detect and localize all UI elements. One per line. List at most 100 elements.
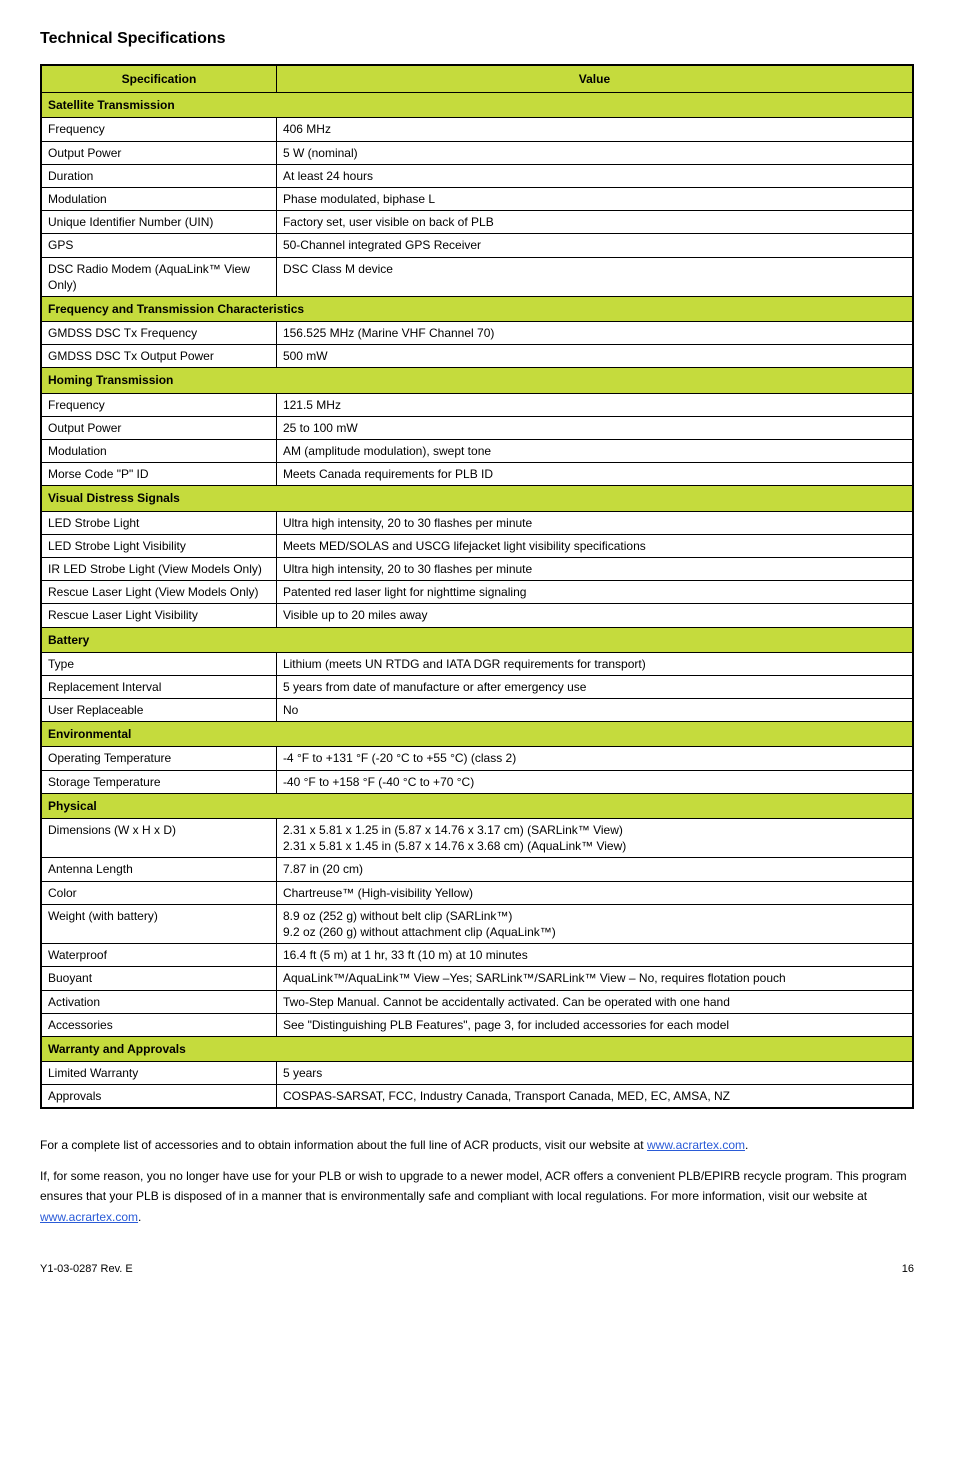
table-row: Frequency406 MHz	[41, 118, 913, 141]
cell-label: GMDSS DSC Tx Output Power	[41, 345, 276, 368]
cell-label: IR LED Strobe Light (View Models Only)	[41, 557, 276, 580]
footer-p1b: .	[745, 1138, 748, 1152]
header-spec: Specification	[41, 65, 276, 93]
cell-label: LED Strobe Light	[41, 511, 276, 534]
cell-label: Output Power	[41, 416, 276, 439]
cell-value: 8.9 oz (252 g) without belt clip (SARLin…	[276, 904, 913, 943]
cell-value: -4 °F to +131 °F (-20 °C to +55 °C) (cla…	[276, 747, 913, 770]
spec-table: Specification Value Satellite Transmissi…	[40, 64, 914, 1109]
cell-label: Dimensions (W x H x D)	[41, 819, 276, 858]
footer-link-1[interactable]: www.acrartex.com	[647, 1138, 745, 1152]
cell-label: User Replaceable	[41, 699, 276, 722]
footer-text: For a complete list of accessories and t…	[40, 1135, 914, 1227]
table-header: Specification Value	[41, 65, 913, 93]
cell-value: 406 MHz	[276, 118, 913, 141]
cell-label: DSC Radio Modem (AquaLink™ View Only)	[41, 257, 276, 296]
cell-value: Patented red laser light for nighttime s…	[276, 581, 913, 604]
page-title: Technical Specifications	[40, 30, 914, 48]
section-satellite: Satellite Transmission	[41, 93, 913, 118]
cell-value: 5 years	[276, 1062, 913, 1085]
cell-value: Visible up to 20 miles away	[276, 604, 913, 627]
section-physical: Physical	[41, 793, 913, 818]
table-row: ApprovalsCOSPAS-SARSAT, FCC, Industry Ca…	[41, 1085, 913, 1109]
table-row: ModulationAM (amplitude modulation), swe…	[41, 440, 913, 463]
section-env: Environmental	[41, 722, 913, 747]
cell-label: Modulation	[41, 187, 276, 210]
table-row: AccessoriesSee "Distinguishing PLB Featu…	[41, 1013, 913, 1036]
table-row: ModulationPhase modulated, biphase L	[41, 187, 913, 210]
cell-label: Type	[41, 652, 276, 675]
cell-value: 121.5 MHz	[276, 393, 913, 416]
table-row: Output Power25 to 100 mW	[41, 416, 913, 439]
table-row: TypeLithium (meets UN RTDG and IATA DGR …	[41, 652, 913, 675]
cell-label: Activation	[41, 990, 276, 1013]
section-freq: Frequency and Transmission Characteristi…	[41, 296, 913, 321]
footer-p1a: For a complete list of accessories and t…	[40, 1138, 647, 1152]
cell-label: Morse Code "P" ID	[41, 463, 276, 486]
cell-value: Meets MED/SOLAS and USCG lifejacket ligh…	[276, 534, 913, 557]
table-row: Frequency121.5 MHz	[41, 393, 913, 416]
cell-label: Storage Temperature	[41, 770, 276, 793]
table-row: Rescue Laser Light VisibilityVisible up …	[41, 604, 913, 627]
header-value: Value	[276, 65, 913, 93]
cell-label: Rescue Laser Light (View Models Only)	[41, 581, 276, 604]
table-row: Dimensions (W x H x D)2.31 x 5.81 x 1.25…	[41, 819, 913, 858]
table-row: Morse Code "P" IDMeets Canada requiremen…	[41, 463, 913, 486]
table-row: GPS50-Channel integrated GPS Receiver	[41, 234, 913, 257]
cell-value: COSPAS-SARSAT, FCC, Industry Canada, Tra…	[276, 1085, 913, 1109]
cell-value: 16.4 ft (5 m) at 1 hr, 33 ft (10 m) at 1…	[276, 944, 913, 967]
cell-value: See "Distinguishing PLB Features", page …	[276, 1013, 913, 1036]
table-row: IR LED Strobe Light (View Models Only)Ul…	[41, 557, 913, 580]
page-footer: Y1-03-0287 Rev. E 16	[40, 1263, 914, 1275]
cell-value: At least 24 hours	[276, 164, 913, 187]
cell-value: AM (amplitude modulation), swept tone	[276, 440, 913, 463]
cell-label: Rescue Laser Light Visibility	[41, 604, 276, 627]
table-row: User ReplaceableNo	[41, 699, 913, 722]
cell-value: 156.525 MHz (Marine VHF Channel 70)	[276, 322, 913, 345]
table-row: Waterproof16.4 ft (5 m) at 1 hr, 33 ft (…	[41, 944, 913, 967]
table-row: LED Strobe Light VisibilityMeets MED/SOL…	[41, 534, 913, 557]
cell-label: Output Power	[41, 141, 276, 164]
cell-label: Unique Identifier Number (UIN)	[41, 211, 276, 234]
cell-label: Approvals	[41, 1085, 276, 1109]
cell-value: Meets Canada requirements for PLB ID	[276, 463, 913, 486]
cell-label: GMDSS DSC Tx Frequency	[41, 322, 276, 345]
cell-value: 50-Channel integrated GPS Receiver	[276, 234, 913, 257]
section-battery: Battery	[41, 627, 913, 652]
cell-label: Waterproof	[41, 944, 276, 967]
cell-value: 7.87 in (20 cm)	[276, 858, 913, 881]
cell-value: Lithium (meets UN RTDG and IATA DGR requ…	[276, 652, 913, 675]
cell-label: Frequency	[41, 118, 276, 141]
table-row: Output Power5 W (nominal)	[41, 141, 913, 164]
cell-value: Ultra high intensity, 20 to 30 flashes p…	[276, 557, 913, 580]
table-row: DSC Radio Modem (AquaLink™ View Only)DSC…	[41, 257, 913, 296]
table-row: Replacement Interval5 years from date of…	[41, 675, 913, 698]
cell-label: Modulation	[41, 440, 276, 463]
cell-value: Chartreuse™ (High-visibility Yellow)	[276, 881, 913, 904]
cell-value: 500 mW	[276, 345, 913, 368]
section-warranty: Warranty and Approvals	[41, 1036, 913, 1061]
footer-link-2[interactable]: www.acrartex.com	[40, 1210, 138, 1224]
section-homing: Homing Transmission	[41, 368, 913, 393]
table-row: BuoyantAquaLink™/AquaLink™ View –Yes; SA…	[41, 967, 913, 990]
table-row: Storage Temperature-40 °F to +158 °F (-4…	[41, 770, 913, 793]
cell-value: Factory set, user visible on back of PLB	[276, 211, 913, 234]
doc-revision: Y1-03-0287 Rev. E	[40, 1263, 133, 1275]
table-row: ColorChartreuse™ (High-visibility Yellow…	[41, 881, 913, 904]
table-row: GMDSS DSC Tx Output Power500 mW	[41, 345, 913, 368]
cell-value: No	[276, 699, 913, 722]
cell-value: -40 °F to +158 °F (-40 °C to +70 °C)	[276, 770, 913, 793]
table-row: Antenna Length7.87 in (20 cm)	[41, 858, 913, 881]
cell-label: Operating Temperature	[41, 747, 276, 770]
cell-value: 5 years from date of manufacture or afte…	[276, 675, 913, 698]
cell-value: 25 to 100 mW	[276, 416, 913, 439]
cell-label: Buoyant	[41, 967, 276, 990]
footer-p2b: .	[138, 1210, 141, 1224]
cell-label: Limited Warranty	[41, 1062, 276, 1085]
cell-label: Duration	[41, 164, 276, 187]
cell-label: Weight (with battery)	[41, 904, 276, 943]
section-visual: Visual Distress Signals	[41, 486, 913, 511]
table-row: LED Strobe LightUltra high intensity, 20…	[41, 511, 913, 534]
cell-value: 5 W (nominal)	[276, 141, 913, 164]
cell-label: Accessories	[41, 1013, 276, 1036]
